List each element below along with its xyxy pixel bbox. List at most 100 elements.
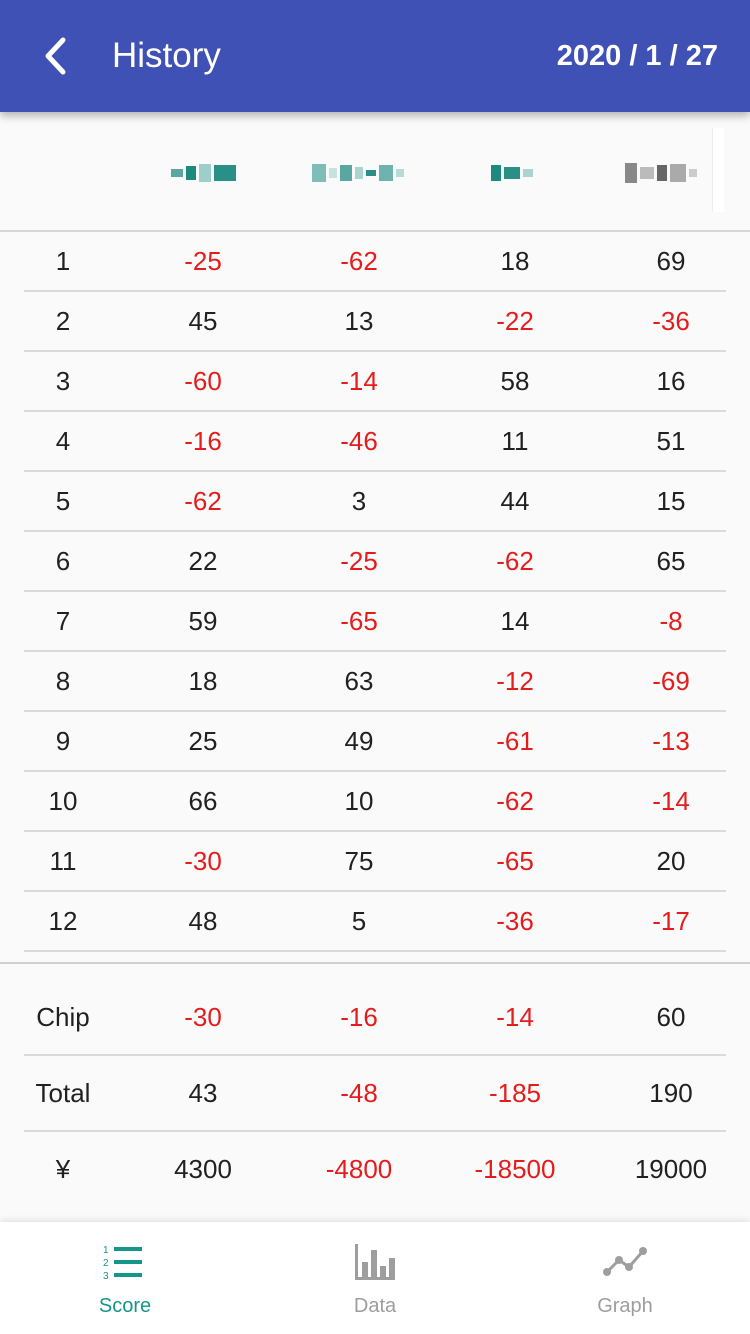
summary-value: 60 xyxy=(656,1001,686,1032)
svg-text:3: 3 xyxy=(103,1271,109,1282)
table-row[interactable]: 11 -30 75 -65 20 xyxy=(0,832,750,892)
table-row[interactable]: 2 45 13 -22 -36 xyxy=(0,292,750,352)
score-cell: -8 xyxy=(659,605,683,636)
back-button[interactable] xyxy=(30,28,82,84)
summary-value: -18500 xyxy=(474,1153,556,1184)
score-cell: -25 xyxy=(340,545,378,576)
round-number: 5 xyxy=(55,485,71,516)
pixelated-name xyxy=(491,160,533,186)
score-cell: 14 xyxy=(500,605,530,636)
svg-text:1: 1 xyxy=(103,1245,109,1256)
score-cell: -60 xyxy=(184,365,222,396)
score-cell: -30 xyxy=(184,845,222,876)
score-cell: 25 xyxy=(188,725,218,756)
round-number: 12 xyxy=(48,905,78,936)
summary-label: Chip xyxy=(36,1001,90,1032)
nav-graph-tab[interactable]: Graph xyxy=(500,1222,750,1334)
round-number: 1 xyxy=(55,245,71,276)
score-cell: 65 xyxy=(656,545,686,576)
summary-value: 4300 xyxy=(174,1153,232,1184)
score-cell: 10 xyxy=(344,785,374,816)
score-cell: -62 xyxy=(340,245,378,276)
score-cell: 63 xyxy=(344,665,374,696)
nav-label: Data xyxy=(353,1295,397,1317)
summary-value: 43 xyxy=(188,1077,218,1108)
table-row[interactable]: 7 59 -65 14 -8 xyxy=(0,592,750,652)
score-cell: 11 xyxy=(501,425,529,456)
summary-table: Chip -30 -16 -14 60 Total 43 -48 -185 19… xyxy=(0,980,750,1208)
back-arrow-icon xyxy=(45,37,66,75)
score-cell: -25 xyxy=(184,245,222,276)
pixelated-name xyxy=(625,160,697,186)
score-cell: 18 xyxy=(188,665,218,696)
total-row: Total 43 -48 -185 190 xyxy=(0,1056,750,1132)
svg-text:2: 2 xyxy=(103,1258,109,1269)
date-label: 2020 / 1 / 27 xyxy=(556,40,718,72)
player-4-name[interactable] xyxy=(612,148,710,198)
header-divider xyxy=(0,230,750,232)
score-cell: -61 xyxy=(496,725,534,756)
summary-value: -48 xyxy=(340,1077,378,1108)
player-3-name[interactable] xyxy=(482,148,542,198)
round-number: 6 xyxy=(55,545,71,576)
table-row[interactable]: 5 -62 3 44 15 xyxy=(0,472,750,532)
summary-label: ¥ xyxy=(55,1153,71,1184)
section-divider xyxy=(0,962,750,964)
app-bar: History 2020 / 1 / 27 xyxy=(0,0,750,112)
score-cell: -69 xyxy=(652,665,690,696)
player-2-name[interactable] xyxy=(298,148,418,198)
table-row[interactable]: 9 25 49 -61 -13 xyxy=(0,712,750,772)
scrollbar[interactable] xyxy=(712,128,724,212)
score-cell: 15 xyxy=(656,485,686,516)
score-cell: -46 xyxy=(340,425,378,456)
score-cell: -62 xyxy=(184,485,222,516)
score-cell: 13 xyxy=(344,305,374,336)
round-number: 2 xyxy=(55,305,71,336)
score-cell: -36 xyxy=(496,905,534,936)
chip-row: Chip -30 -16 -14 60 xyxy=(0,980,750,1056)
score-cell: -62 xyxy=(496,545,534,576)
score-cell: 66 xyxy=(188,785,218,816)
table-row[interactable]: 8 18 63 -12 -69 xyxy=(0,652,750,712)
round-number: 8 xyxy=(55,665,71,696)
round-number: 4 xyxy=(55,425,71,456)
bottom-navigation: 1 2 3 Score Data xyxy=(0,1222,750,1334)
table-row[interactable]: 10 66 10 -62 -14 xyxy=(0,772,750,832)
score-cell: 75 xyxy=(344,845,374,876)
table-row[interactable]: 3 -60 -14 58 16 xyxy=(0,352,750,412)
score-cell: 20 xyxy=(656,845,686,876)
summary-value: -30 xyxy=(184,1001,222,1032)
score-cell: -65 xyxy=(340,605,378,636)
rounds-table: 1 -25 -62 18 69 2 45 13 -22 -36 3 -60 -1… xyxy=(0,232,750,952)
table-row[interactable]: 12 48 5 -36 -17 xyxy=(0,892,750,952)
score-cell: 48 xyxy=(188,905,218,936)
summary-value: 19000 xyxy=(634,1153,708,1184)
summary-value: -185 xyxy=(488,1077,542,1108)
summary-value: -4800 xyxy=(325,1153,393,1184)
round-number: 11 xyxy=(49,845,77,876)
score-cell: 16 xyxy=(656,365,686,396)
score-cell: -12 xyxy=(496,665,534,696)
nav-label: Score xyxy=(98,1295,152,1317)
round-number: 3 xyxy=(55,365,71,396)
score-cell: -36 xyxy=(652,305,690,336)
nav-data-tab[interactable]: Data xyxy=(250,1222,500,1334)
summary-value: 190 xyxy=(649,1077,693,1108)
yen-row: ¥ 4300 -4800 -18500 19000 xyxy=(0,1132,750,1208)
numbered-list-icon: 1 2 3 xyxy=(103,1245,142,1282)
table-row[interactable]: 6 22 -25 -62 65 xyxy=(0,532,750,592)
score-cell: 59 xyxy=(188,605,218,636)
round-number: 9 xyxy=(55,725,71,756)
score-cell: -14 xyxy=(340,365,378,396)
score-cell: -13 xyxy=(652,725,690,756)
table-row[interactable]: 1 -25 -62 18 69 xyxy=(0,232,750,292)
player-1-name[interactable] xyxy=(160,148,246,198)
table-row[interactable]: 4 -16 -46 11 51 xyxy=(0,412,750,472)
round-number: 7 xyxy=(55,605,71,636)
score-cell: 22 xyxy=(188,545,218,576)
score-cell: 51 xyxy=(656,425,686,456)
summary-value: -16 xyxy=(340,1001,378,1032)
pixelated-name xyxy=(170,160,236,186)
nav-score-tab[interactable]: 1 2 3 Score xyxy=(0,1222,250,1334)
score-cell: -17 xyxy=(652,905,690,936)
